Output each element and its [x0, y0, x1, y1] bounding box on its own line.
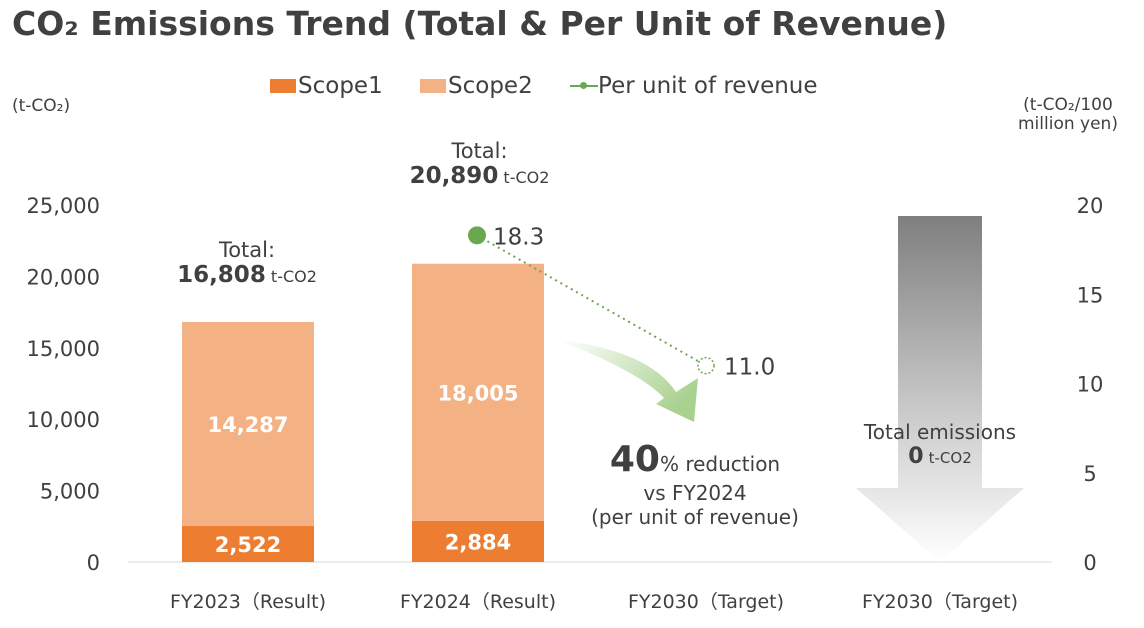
total-fy2024: Total: 20,890 t-CO2 — [397, 139, 562, 189]
right-axis-tick-label: 5 — [1083, 462, 1096, 486]
per-unit-label-fy2030: 11.0 — [724, 355, 775, 381]
legend-swatch-scope2 — [420, 79, 447, 93]
target-note-label: Total emissions — [863, 420, 1017, 444]
left-axis-tick-label: 0 — [87, 551, 100, 575]
per-unit-label-fy2024: 18.3 — [493, 224, 544, 250]
category-label: FY2030（Target) — [862, 591, 1018, 613]
bar-scope1 — [182, 525, 314, 562]
legend-item-scope1: Scope1 — [270, 73, 383, 99]
reduction-note: 40% reduction vs FY2024 (per unit of rev… — [560, 438, 830, 529]
legend-item-per-unit: Per unit of revenue — [570, 73, 818, 99]
target-note-unit: t-CO2 — [928, 449, 972, 467]
right-axis-unit-line1: (t-CO₂/100 — [1023, 95, 1113, 115]
total-fy2023: Total: 16,808 t-CO2 — [167, 238, 327, 288]
legend-swatch-per-unit — [570, 79, 599, 93]
right-axis-tick-label: 0 — [1083, 551, 1096, 575]
data-label-scope2: 18,005 — [437, 381, 518, 405]
right-axis-unit: (t-CO₂/100 million yen) — [1018, 96, 1118, 133]
reduction-line1: % reduction — [659, 452, 781, 476]
per-unit-line — [476, 234, 707, 367]
data-label-scope1: 2,522 — [215, 533, 281, 557]
left-axis-tick-label: 20,000 — [27, 265, 100, 289]
legend-label-per-unit: Per unit of revenue — [598, 73, 818, 99]
category-label: FY2023（Result) — [170, 591, 326, 613]
right-axis-tick-label: 10 — [1077, 373, 1104, 397]
bar-scope2 — [412, 263, 544, 521]
legend-swatch-scope1 — [270, 79, 296, 93]
total-fy2023-unit: t-CO2 — [270, 267, 317, 286]
total-fy2023-value: 16,808 — [177, 262, 266, 288]
bar-scope2 — [182, 321, 314, 526]
right-axis-tick-label: 15 — [1077, 283, 1104, 307]
target-note-value: 0 — [908, 444, 924, 469]
reduction-arrow — [558, 340, 698, 422]
left-axis-tick-label: 25,000 — [27, 194, 100, 218]
chart-title: CO₂ Emissions Trend (Total & Per Unit of… — [12, 4, 948, 43]
per-unit-point-fy2030 — [697, 356, 715, 375]
reduction-percent: 40 — [609, 439, 660, 480]
right-axis-unit-line2: million yen) — [1018, 113, 1118, 134]
per-unit-point-fy2024 — [468, 226, 486, 245]
data-label-scope1: 2,884 — [445, 530, 511, 554]
total-target-arrow — [856, 216, 1024, 562]
total-fy2024-label: Total: — [451, 139, 508, 163]
left-axis-tick-label: 10,000 — [27, 408, 100, 432]
reduction-line3: (per unit of revenue) — [591, 505, 799, 530]
target-note: Total emissions 0 t-CO2 — [840, 420, 1040, 469]
total-fy2023-label: Total: — [218, 238, 276, 262]
legend-item-scope2: Scope2 — [420, 73, 533, 99]
legend: Scope1 Scope2 Per unit of revenue — [270, 73, 848, 99]
right-axis-tick-label: 20 — [1077, 194, 1104, 218]
legend-label-scope2: Scope2 — [448, 73, 533, 99]
total-fy2024-unit: t-CO2 — [503, 168, 550, 187]
reduction-line2: vs FY2024 — [643, 481, 747, 506]
left-axis-unit: (t-CO₂) — [12, 96, 71, 116]
bar-scope1 — [412, 520, 544, 562]
category-label: FY2024（Result) — [400, 591, 556, 613]
total-fy2024-value: 20,890 — [409, 163, 499, 189]
category-label: FY2030（Target) — [628, 591, 784, 613]
data-label-scope2: 14,287 — [207, 413, 288, 437]
left-axis-tick-label: 15,000 — [27, 337, 100, 361]
legend-label-scope1: Scope1 — [298, 73, 383, 99]
left-axis-tick-label: 5,000 — [40, 480, 100, 504]
